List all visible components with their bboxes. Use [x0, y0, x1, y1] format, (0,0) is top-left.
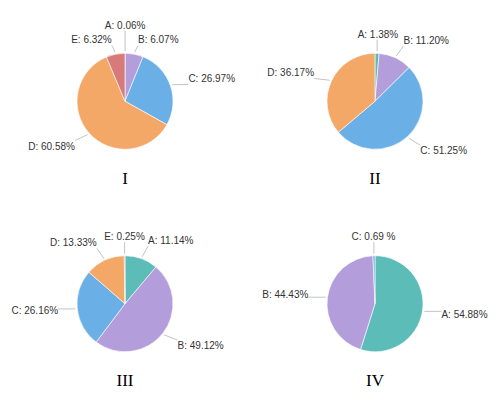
data-label: B: 49.12%	[178, 340, 224, 351]
data-labels: A: 11.14% B: 49.12% C: 26.16% D: 13.33% E: 0…	[11, 231, 223, 351]
data-label: C: 26.97%	[188, 73, 235, 84]
leader-line	[377, 40, 378, 52]
data-label: C: 0.69 %	[352, 231, 396, 242]
pie-chart: II A: 1.38% B: 11.20% C: 51.25% D: 36.17%	[267, 29, 467, 188]
leader-line	[308, 297, 325, 298]
leader-line	[135, 45, 138, 52]
leader-lines	[308, 242, 441, 311]
leader-line	[172, 84, 188, 85]
pie-slice	[327, 256, 375, 350]
data-label: A: 11.14%	[148, 235, 194, 246]
wedges	[77, 53, 173, 149]
chart-canvas: I A: 0.06% B: 6.07% C: 26.97% D: 60.58% E: 6.…	[0, 0, 500, 405]
data-label: E: 6.32%	[71, 34, 112, 45]
leader-lines	[58, 242, 177, 340]
leader-lines	[314, 40, 420, 146]
data-label: D: 36.17%	[267, 67, 314, 78]
data-label: A: 1.38%	[358, 29, 399, 40]
leader-line	[373, 242, 374, 254]
leader-line	[124, 242, 125, 254]
leader-line	[314, 78, 330, 80]
data-labels: A: 0.06% B: 6.07% C: 26.97% D: 60.58% E: 6.3…	[28, 20, 235, 152]
pie-slice	[89, 256, 125, 304]
wedges	[327, 53, 423, 149]
leader-line	[424, 311, 441, 312]
leader-line	[112, 45, 115, 52]
data-label: B: 11.20%	[404, 35, 450, 46]
data-label: B: 6.07%	[138, 34, 179, 45]
leader-line	[97, 248, 104, 258]
pie-slice	[373, 256, 375, 304]
chart-title: III	[117, 371, 134, 390]
data-label: E: 0.25%	[104, 231, 145, 242]
pie-slice	[124, 256, 126, 304]
pie-slice	[327, 53, 375, 132]
data-label: B: 44.43%	[262, 289, 308, 300]
data-label: C: 26.16%	[11, 305, 58, 316]
leader-line	[164, 335, 178, 340]
data-label: D: 13.33%	[50, 237, 97, 248]
leader-line	[125, 31, 126, 52]
chart-title: IV	[366, 371, 385, 390]
data-labels: A: 54.88% B: 44.43% C: 0.69 %	[262, 231, 487, 319]
data-label: A: 54.88%	[441, 309, 487, 320]
pie-chart: III A: 11.14% B: 49.12% C: 26.16% D: 13.33% E…	[11, 231, 223, 390]
leader-line	[58, 308, 75, 309]
pie-chart: IV A: 54.88% B: 44.43% C: 0.69 %	[262, 231, 487, 390]
wedges	[327, 256, 423, 352]
leader-line	[396, 46, 403, 56]
data-label: A: 0.06%	[105, 20, 146, 31]
pie-slice	[106, 53, 125, 101]
chart-title: I	[122, 169, 128, 188]
pie-chart: I A: 0.06% B: 6.07% C: 26.97% D: 60.58% E: 6.…	[28, 20, 235, 188]
data-label: C: 51.25%	[420, 145, 467, 156]
wedges	[77, 256, 173, 352]
leader-lines	[75, 31, 188, 141]
leader-line	[75, 135, 88, 141]
data-labels: A: 1.38% B: 11.20% C: 51.25% D: 36.17%	[267, 29, 467, 157]
leader-line	[142, 246, 148, 257]
data-label: D: 60.58%	[28, 141, 75, 152]
chart-title: II	[369, 169, 381, 188]
leader-line	[409, 138, 421, 145]
